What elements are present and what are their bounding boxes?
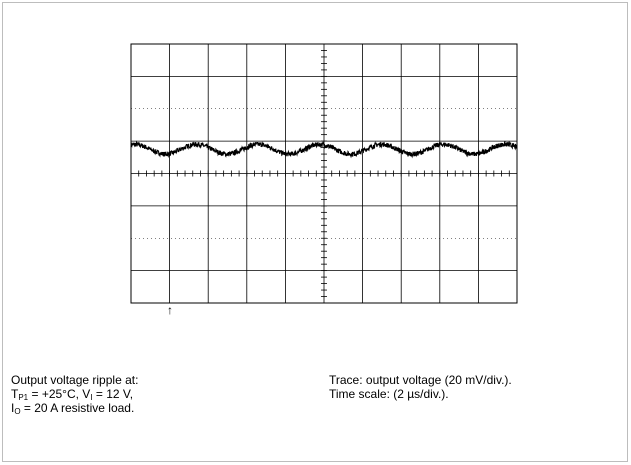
caption-line-2: TP1 = +25°C, VI = 12 V,	[11, 387, 134, 402]
trace-output-voltage	[130, 140, 518, 159]
caption-trace: Trace: output voltage (20 mV/div.).	[329, 373, 512, 387]
caption-line-1: Output voltage ripple at:	[11, 373, 139, 387]
caption-timescale: Time scale: (2 µs/div.).	[329, 387, 449, 401]
grid	[130, 43, 518, 304]
caption-scales: Trace: output voltage (20 mV/div.). Time…	[329, 373, 512, 401]
trigger-marker: ↑	[167, 303, 173, 317]
trace-layer	[130, 140, 518, 159]
caption-conditions: Output voltage ripple at: TP1 = +25°C, V…	[11, 373, 139, 416]
caption-line-3: IO = 20 A resistive load.	[11, 401, 135, 416]
